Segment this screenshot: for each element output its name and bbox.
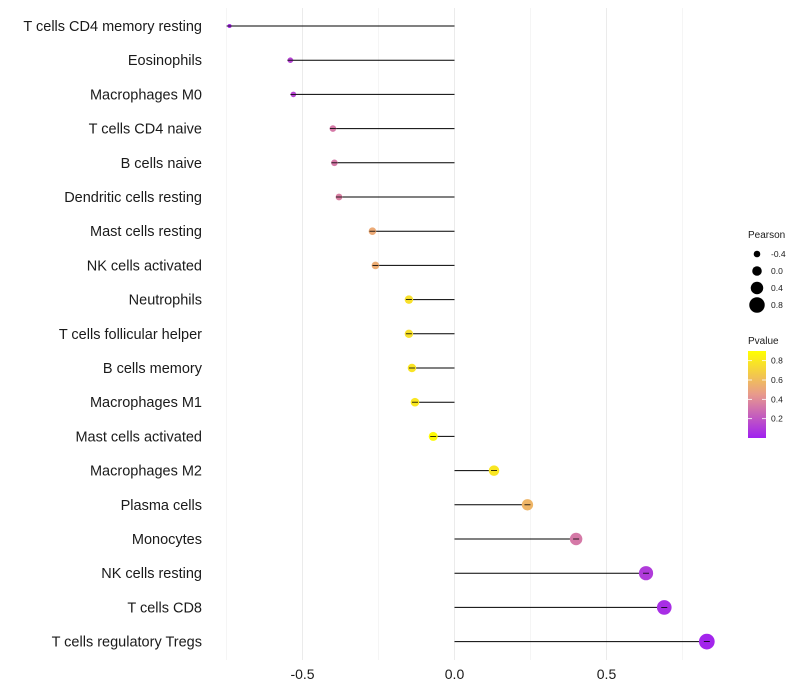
category-label: Mast cells resting	[90, 224, 202, 240]
size-legend-symbol	[749, 297, 765, 313]
category-label: B cells naive	[121, 156, 202, 172]
category-label: NK cells activated	[87, 258, 202, 274]
category-label: Eosinophils	[128, 53, 202, 69]
color-legend-label: 0.4	[771, 394, 783, 404]
size-legend-symbol	[750, 281, 764, 295]
category-label: Macrophages M2	[90, 464, 202, 480]
color-legend-label: 0.8	[771, 356, 783, 366]
category-label: T cells CD4 naive	[89, 122, 202, 138]
category-labels: T cells CD4 memory resting Eosinophils Mac…	[23, 19, 202, 651]
category-label: T cells regulatory Tregs	[52, 635, 202, 651]
category-label: Neutrophils	[129, 293, 202, 309]
category-label: T cells follicular helper	[59, 327, 202, 343]
category-label: Macrophages M1	[90, 395, 202, 411]
color-legend-bar	[748, 351, 766, 438]
size-legend-label: 0.0	[771, 266, 783, 276]
x-tick-label: 0.0	[445, 666, 465, 682]
category-label: Dendritic cells resting	[64, 190, 202, 206]
lollipop-points	[226, 23, 715, 650]
category-label: B cells memory	[103, 361, 203, 377]
size-legend-label: -0.4	[771, 249, 786, 259]
lollipop-stems	[229, 25, 707, 643]
x-tick-label: -0.5	[290, 666, 314, 682]
size-legend-symbol	[753, 250, 761, 258]
category-label: Mast cells activated	[75, 429, 202, 445]
category-label: Macrophages M0	[90, 87, 202, 103]
category-label: Plasma cells	[121, 498, 202, 514]
category-label: Monocytes	[132, 532, 202, 548]
color-legend-label: 0.6	[771, 375, 783, 385]
x-axis-ticks: -0.5 0.0 0.5	[290, 666, 616, 682]
size-legend-symbol	[752, 266, 762, 276]
size-legend-title: Pearson	[748, 230, 785, 241]
category-label: T cells CD8	[127, 600, 202, 616]
legend: Pearson -0.4 0.0 0.4 0.8 Pvalue 0.8 0.6 0.4 0.2	[748, 230, 786, 438]
grid-lines	[226, 8, 683, 660]
category-label: T cells CD4 memory resting	[23, 19, 202, 35]
x-tick-label: 0.5	[597, 666, 617, 682]
category-label: NK cells resting	[101, 566, 202, 582]
size-legend-label: 0.4	[771, 283, 783, 293]
color-legend-label: 0.2	[771, 414, 783, 424]
size-legend-label: 0.8	[771, 300, 783, 310]
color-legend-title: Pvalue	[748, 336, 779, 347]
